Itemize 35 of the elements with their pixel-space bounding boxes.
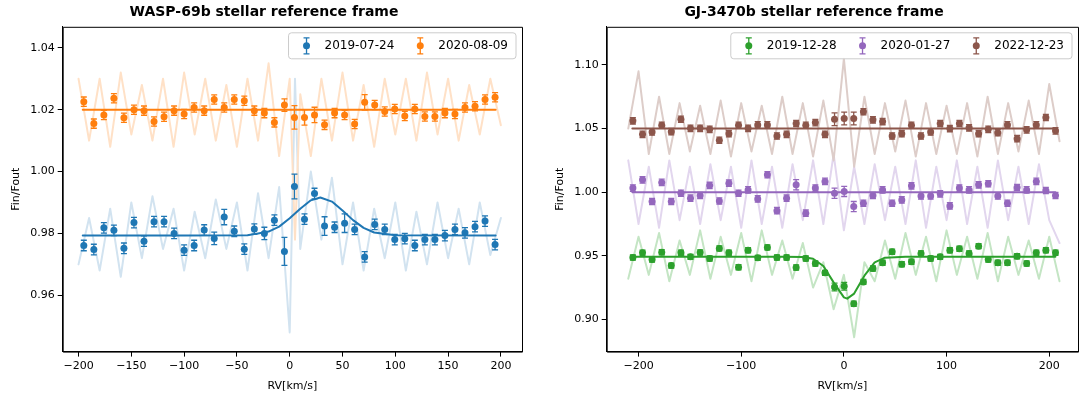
x-tick-label: −150 bbox=[116, 359, 147, 373]
y-tick-label: 1.05 bbox=[574, 121, 599, 135]
x-tick-label: 0 bbox=[840, 359, 848, 373]
x-tick-label: −100 bbox=[726, 359, 757, 373]
x-axis-title: RV[km/s] bbox=[267, 379, 318, 393]
legend-label: 2019-12-28 bbox=[766, 37, 837, 52]
x-tick-label: 200 bbox=[1038, 359, 1060, 373]
x-tick-label: −200 bbox=[623, 359, 654, 373]
legend-label: 2020-01-27 bbox=[880, 37, 951, 52]
x-tick-label: 150 bbox=[437, 359, 459, 373]
y-tick-label: 0.95 bbox=[574, 248, 599, 262]
x-tick-label: 100 bbox=[936, 359, 958, 373]
y-tick-label: 1.02 bbox=[30, 102, 55, 116]
x-tick-label: 100 bbox=[384, 359, 406, 373]
legend-label: 2022-12-23 bbox=[994, 37, 1065, 52]
y-tick-label: 0.96 bbox=[30, 288, 55, 302]
y-tick-label: 0.98 bbox=[30, 226, 55, 240]
x-tick-label: 200 bbox=[490, 359, 512, 373]
y-tick-label: 0.90 bbox=[574, 312, 599, 326]
x-tick-label: −100 bbox=[169, 359, 200, 373]
x-tick-label: 50 bbox=[335, 359, 350, 373]
y-tick-label: 1.00 bbox=[30, 164, 55, 178]
legend-label: 2020-08-09 bbox=[438, 37, 509, 52]
x-tick-label: 0 bbox=[286, 359, 294, 373]
y-tick-label: 1.04 bbox=[30, 40, 55, 54]
x-axis-title: RV[km/s] bbox=[817, 379, 868, 393]
x-tick-label: −200 bbox=[63, 359, 94, 373]
x-tick-label: −50 bbox=[225, 359, 249, 373]
chart-title: GJ-3470b stellar reference frame bbox=[684, 3, 944, 20]
chart-title: WASP-69b stellar reference frame bbox=[129, 3, 399, 20]
y-axis-title: Fin/Fout bbox=[9, 166, 23, 211]
legend-label: 2019-07-24 bbox=[324, 37, 395, 52]
y-tick-label: 1.00 bbox=[574, 185, 599, 199]
y-tick-label: 1.10 bbox=[574, 57, 599, 71]
y-axis-title: Fin/Fout bbox=[553, 166, 567, 211]
